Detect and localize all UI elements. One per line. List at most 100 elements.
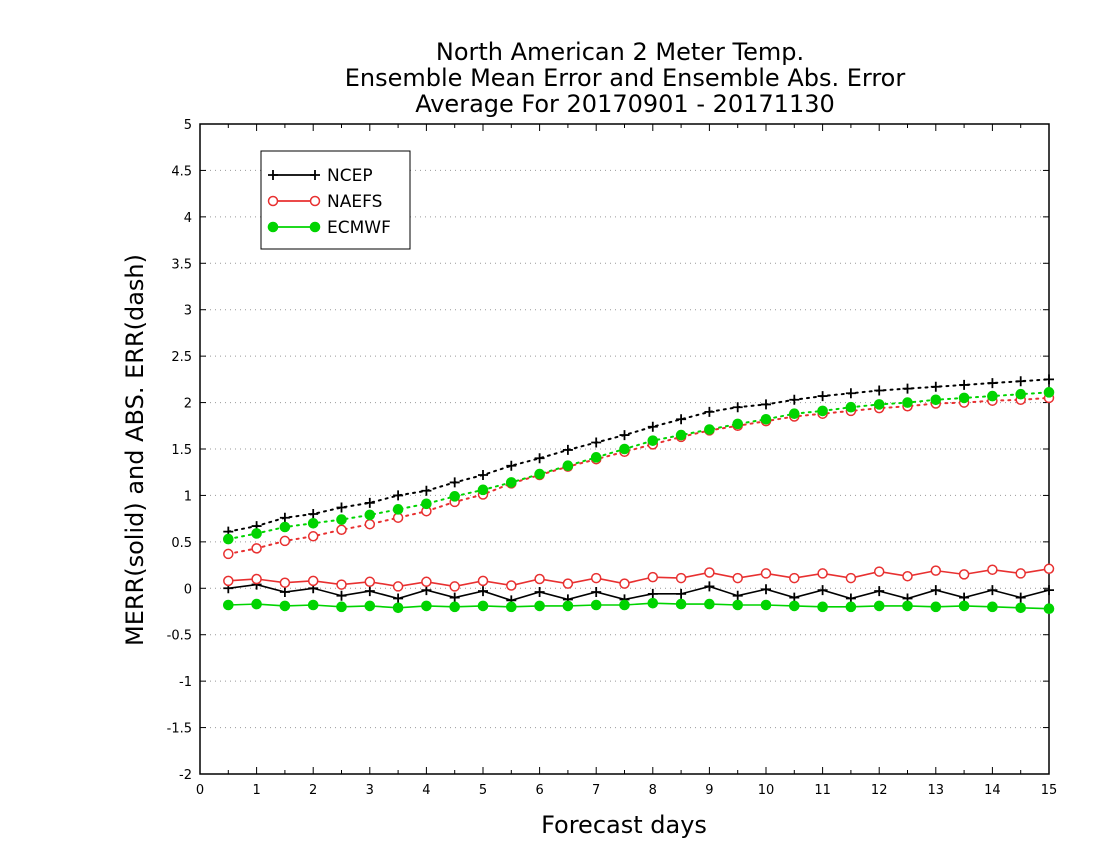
data-point: [676, 414, 687, 425]
data-point: [562, 444, 573, 455]
y-tick-label: -2: [179, 768, 192, 783]
data-point: [307, 575, 319, 587]
y-tick-label: 1.5: [171, 443, 192, 458]
data-point: [308, 509, 319, 519]
data-point: [647, 435, 659, 446]
data-point: [477, 600, 489, 612]
data-point: [477, 575, 489, 587]
data-point: [647, 571, 659, 583]
data-point: [590, 572, 602, 584]
data-point: [873, 566, 885, 577]
data-point: [478, 586, 488, 597]
data-point: [1044, 374, 1054, 385]
data-point: [760, 568, 772, 579]
data-point: [506, 477, 517, 488]
x-tick-label: 5: [479, 783, 487, 798]
data-point: [987, 378, 998, 389]
data-point: [619, 443, 630, 455]
data-point: [310, 170, 320, 180]
data-point: [1015, 388, 1027, 400]
data-point: [647, 588, 658, 599]
data-point: [279, 521, 291, 533]
data-point: [309, 195, 321, 207]
y-tick-label: -1.5: [167, 722, 192, 737]
data-point: [930, 565, 942, 576]
data-point: [364, 576, 376, 588]
legend-label: ECMWF: [327, 218, 391, 238]
data-point: [223, 575, 234, 587]
data-point: [421, 498, 432, 510]
data-point: [590, 452, 602, 463]
data-point: [364, 509, 376, 521]
y-tick-label: 4: [184, 211, 192, 226]
data-point: [874, 385, 885, 396]
data-point: [590, 599, 602, 611]
data-point: [336, 502, 347, 513]
data-point: [675, 598, 687, 610]
x-tick-label: 14: [984, 783, 1001, 798]
data-point: [1015, 376, 1026, 387]
data-point: [817, 391, 828, 402]
data-point: [392, 602, 404, 614]
data-point: [732, 572, 743, 584]
data-point: [619, 578, 630, 589]
data-point: [930, 585, 941, 596]
legend-box: [260, 150, 411, 250]
data-point: [534, 600, 545, 612]
data-point: [845, 388, 856, 399]
data-point: [1043, 563, 1055, 575]
x-tick-label: 11: [814, 783, 831, 798]
data-point: [902, 383, 913, 394]
x-tick-label: 0: [196, 783, 204, 798]
data-point: [336, 590, 347, 601]
data-point: [393, 490, 404, 501]
data-point: [760, 599, 772, 611]
data-point: [845, 572, 857, 584]
data-point: [1044, 585, 1054, 596]
data-point: [704, 567, 715, 578]
data-point: [336, 601, 347, 613]
data-point: [562, 600, 574, 612]
data-point: [449, 477, 460, 488]
series-line: [228, 602, 1050, 610]
data-point: [959, 379, 970, 390]
data-point: [817, 568, 828, 579]
data-point: [761, 399, 771, 410]
legend-item-naefs: NAEFS: [267, 192, 382, 212]
data-point: [958, 569, 970, 580]
data-point: [393, 593, 404, 604]
data-point: [267, 221, 279, 233]
data-point: [251, 543, 262, 554]
data-point: [732, 599, 744, 611]
data-point: [336, 579, 347, 590]
data-point: [619, 430, 630, 441]
data-point: [449, 581, 460, 592]
data-point: [760, 413, 772, 425]
data-point: [1015, 602, 1027, 614]
y-tick-label: -1: [179, 675, 192, 690]
data-point: [958, 600, 970, 612]
data-point: [223, 533, 234, 545]
data-point: [817, 601, 828, 613]
data-point: [534, 573, 545, 585]
x-tick-label: 4: [422, 783, 430, 798]
data-point: [1015, 592, 1026, 603]
data-point: [223, 548, 234, 560]
data-point: [307, 599, 319, 611]
y-tick-label: 2: [184, 397, 192, 412]
title-line-3: Average For 20170901 - 20171130: [415, 90, 835, 118]
y-tick-label: 0.5: [171, 536, 192, 551]
data-point: [987, 601, 998, 613]
data-point: [506, 580, 517, 591]
y-tick-label: 3: [184, 304, 192, 319]
legend-item-ncep: NCEP: [268, 166, 373, 186]
data-point: [392, 581, 404, 592]
chart-title: North American 2 Meter Temp. Ensemble Me…: [345, 38, 906, 118]
data-point: [421, 485, 432, 496]
legend: NCEP NAEFS ECMWF: [260, 150, 411, 250]
data-point: [251, 598, 262, 610]
data-point: [506, 601, 517, 613]
data-point: [761, 584, 771, 595]
data-point: [449, 592, 460, 603]
